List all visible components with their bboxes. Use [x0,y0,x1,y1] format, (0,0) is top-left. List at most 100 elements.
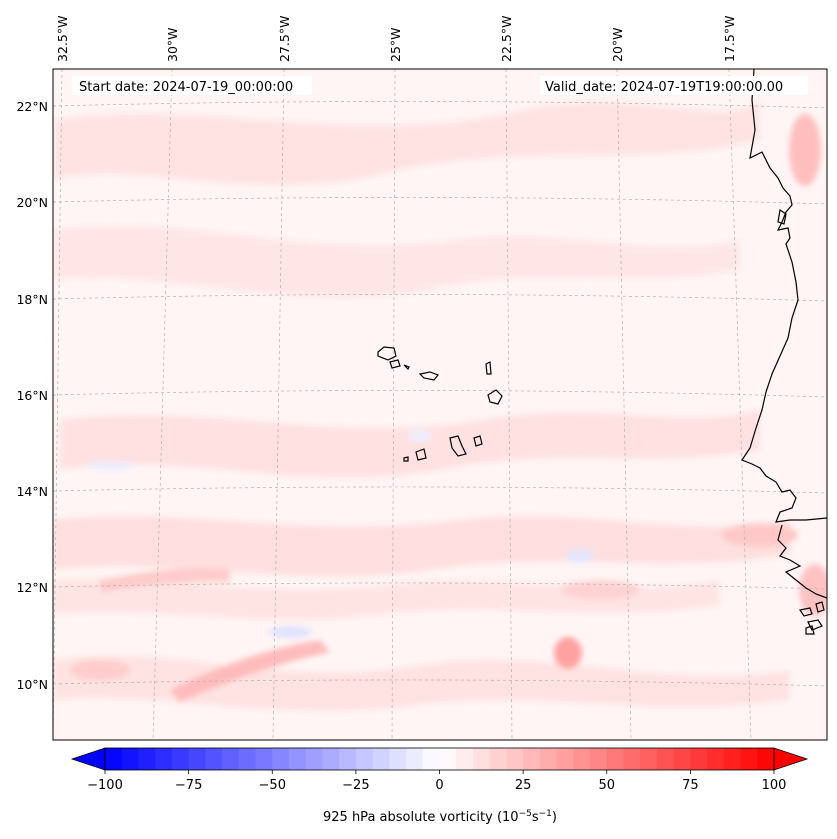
vorticity-streak [789,114,821,186]
lat-label: 18°N [16,292,48,307]
coastal-islands [777,208,787,225]
valid-date-label: Valid_date: 2024-07-19T19:00:00.00 [545,80,783,95]
colorbar-cell [573,748,591,770]
parallel [53,486,827,494]
cape-verde-island [403,364,410,371]
colorbar-cell [590,748,608,770]
colorbar-cell [506,748,524,770]
colorbar-max-extend [773,747,809,771]
colorbar-cell [422,748,440,770]
colorbar-cell [339,748,357,770]
colorbar-cell [740,748,758,770]
colorbar-cell [171,748,190,770]
african-coastline [777,524,827,599]
colorbar-tick-label: 100 [762,778,787,793]
lat-label: 22°N [16,99,48,114]
meridian [391,69,396,740]
colorbar-cell [222,748,240,770]
colorbar-cell [673,748,691,770]
colorbar-cell [489,748,507,770]
colorbar-tick-label: 75 [682,778,699,793]
colorbar-cell [690,748,708,770]
lon-label: 30°W [165,27,180,62]
colorbar-cell [523,748,541,770]
parallel [53,101,827,109]
start-date-box [72,76,312,95]
meridian [152,69,173,740]
colorbar-cell [606,748,624,770]
map-background [53,69,827,740]
start-date-label: Start date: 2024-07-19_00:00:00 [79,80,293,95]
colorbar-tick-label: −100 [87,778,123,793]
lon-label: 25°W [388,27,403,62]
colorbar-cell [138,748,156,770]
cape-verde-island [415,448,427,461]
meridian [505,69,513,740]
colorbar-cell [155,748,173,770]
vorticity-band [53,225,740,298]
vorticity-band [53,100,760,186]
lat-label: 10°N [16,677,48,692]
vorticity-streak [722,523,798,547]
colorbar-tick-label: −25 [342,778,369,793]
parallel [53,390,827,398]
negative-vorticity-spot [566,549,594,563]
colorbar-cell [757,748,775,770]
lon-label: 32.5°W [55,16,70,62]
colorbar-cell [656,748,675,770]
colorbar: −100 −75 −50 −25 0 25 50 75 100 925 hPa absolute… [70,747,809,825]
vorticity-band [60,410,760,478]
colorbar-tick-label: 0 [435,778,443,793]
parallel [53,679,827,687]
colorbar-cell [355,748,374,770]
meridian [272,69,285,740]
cape-verde-island [377,346,397,361]
colorbar-cell [105,748,123,770]
colorbar-cell [288,748,307,770]
map-panel: Start date: 2024-07-19_00:00:00 Valid_da… [52,68,828,741]
colorbar-ticks: −100 −75 −50 −25 0 25 50 75 100 [87,770,786,793]
vorticity-maximum [554,637,582,669]
colorbar-label: 925 hPa absolute vorticity (10−5s−1) [323,809,557,825]
colorbar-cell [188,748,206,770]
vorticity-field [53,100,827,712]
colorbar-cell [707,748,725,770]
colorbar-cell [406,748,424,770]
colorbar-cell [723,748,742,770]
lon-label: 27.5°W [277,16,292,62]
colorbar-cell [439,748,457,770]
negative-vorticity-spot [86,461,134,471]
map-frame [52,68,828,741]
meridian [728,69,752,740]
african-coastline [741,69,827,523]
lon-label: 20°W [610,27,625,62]
coastlines [377,69,827,635]
colorbar-cell [472,748,491,770]
colorbar-cell [205,748,223,770]
meridian [53,69,63,740]
parallel [53,197,827,205]
colorbar-cell [305,748,323,770]
colorbar-tick-label: −75 [175,778,202,793]
longitude-labels: 32.5°W 30°W 27.5°W 25°W 22.5°W 20°W 17.5… [55,16,737,62]
colorbar-tick-label: −50 [259,778,286,793]
colorbar-cell [322,748,340,770]
lat-label: 16°N [16,388,48,403]
colorbar-cell [456,748,474,770]
lat-label: 14°N [16,484,48,499]
lat-label: 12°N [16,580,48,595]
coastal-islands [799,601,825,635]
cape-verde-island [473,435,483,447]
colorbar-cell [556,748,574,770]
vorticity-band [53,577,720,620]
colorbar-cell [372,748,390,770]
lon-label: 17.5°W [722,16,737,62]
colorbar-cell [539,748,558,770]
colorbar-cells [105,748,775,770]
colorbar-cell [389,748,407,770]
cape-verde-island [389,359,401,369]
colorbar-tick-label: 25 [515,778,532,793]
vorticity-streak [70,660,130,680]
graticule [53,69,827,740]
vorticity-band [53,516,790,577]
